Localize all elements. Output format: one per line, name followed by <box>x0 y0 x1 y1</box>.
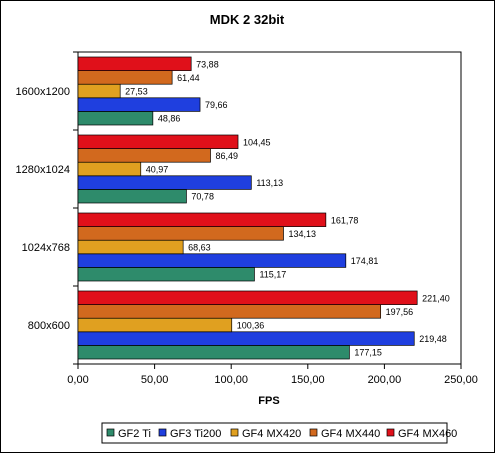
data-label: 70,78 <box>191 192 214 202</box>
bar <box>77 212 327 227</box>
x-tick-label: 50,00 <box>141 374 169 386</box>
category-label: 1024x768 <box>22 242 70 254</box>
data-label: 86,49 <box>216 151 239 161</box>
bar <box>77 83 121 99</box>
category-label: 1280x1024 <box>16 164 70 176</box>
bar <box>77 345 350 360</box>
legend-label: GF4 MX460 <box>398 428 457 440</box>
axis-layer: 1600x1200 1280x1024 1024x768 800x600 0,00 50,… <box>16 51 478 386</box>
chart-title: MDK 2 32bit <box>210 12 285 27</box>
legend-swatch <box>158 428 167 437</box>
category-label: 1600x1200 <box>16 86 70 98</box>
bar <box>77 290 418 305</box>
data-label: 115,17 <box>259 270 286 280</box>
x-tick-label: 0,00 <box>67 374 88 386</box>
category-label: 800x600 <box>28 320 70 332</box>
legend-label: GF4 MX440 <box>321 428 380 440</box>
bar <box>77 111 154 126</box>
data-label: 61,44 <box>177 73 200 83</box>
legend-swatch <box>386 428 395 437</box>
data-label: 48,86 <box>158 114 181 124</box>
data-label: 221,40 <box>422 293 450 303</box>
bar <box>77 134 239 149</box>
data-label: 197,56 <box>386 307 414 317</box>
data-label: 68,63 <box>188 243 211 253</box>
bar <box>77 148 211 163</box>
data-label: 104,45 <box>243 137 271 147</box>
bar <box>77 304 382 319</box>
data-label: 219,48 <box>419 334 447 344</box>
data-label: 113,13 <box>256 178 283 188</box>
bar <box>77 317 233 333</box>
data-label: 134,13 <box>288 229 316 239</box>
data-label: 177,15 <box>354 348 382 358</box>
data-label: 27,53 <box>125 87 148 97</box>
x-axis-label: FPS <box>258 395 279 407</box>
bar <box>77 175 252 190</box>
legend-items: GF2 Ti GF3 Ti200 GF4 MX420 GF4 MX440 GF4 MX4… <box>106 428 457 440</box>
data-label: 161,78 <box>331 215 359 225</box>
legend-label: GF4 MX420 <box>242 428 301 440</box>
x-tick-label: 100,00 <box>214 374 248 386</box>
legend-swatch <box>230 428 239 437</box>
bar <box>77 226 284 241</box>
data-label: 174,81 <box>351 256 379 266</box>
legend-label: GF2 Ti <box>118 428 151 440</box>
bar <box>77 56 192 71</box>
x-tick-label: 150,00 <box>291 374 325 386</box>
data-label: 73,88 <box>196 59 219 69</box>
bar <box>77 97 201 112</box>
legend-label: GF3 Ti200 <box>170 428 221 440</box>
legend-box <box>101 422 448 444</box>
data-label: 100,36 <box>237 321 265 331</box>
bar <box>77 267 255 282</box>
legend-swatch <box>309 428 318 437</box>
bars-layer: 48,86 79,66 27,53 61,44 73,88 70,78 113,13 40,9… <box>77 56 450 360</box>
bar <box>77 239 184 255</box>
bar <box>77 253 347 268</box>
x-tick-label: 200,00 <box>368 374 402 386</box>
bar <box>77 189 187 204</box>
data-label: 40,97 <box>146 165 169 175</box>
legend-swatch <box>106 428 115 437</box>
data-label: 79,66 <box>205 100 228 110</box>
bar <box>77 70 173 85</box>
x-tick-label: 250,00 <box>444 374 478 386</box>
legend: GF2 Ti GF3 Ti200 GF4 MX420 GF4 MX440 GF4 MX4… <box>101 422 457 444</box>
bar <box>77 331 415 346</box>
bar <box>77 161 142 177</box>
